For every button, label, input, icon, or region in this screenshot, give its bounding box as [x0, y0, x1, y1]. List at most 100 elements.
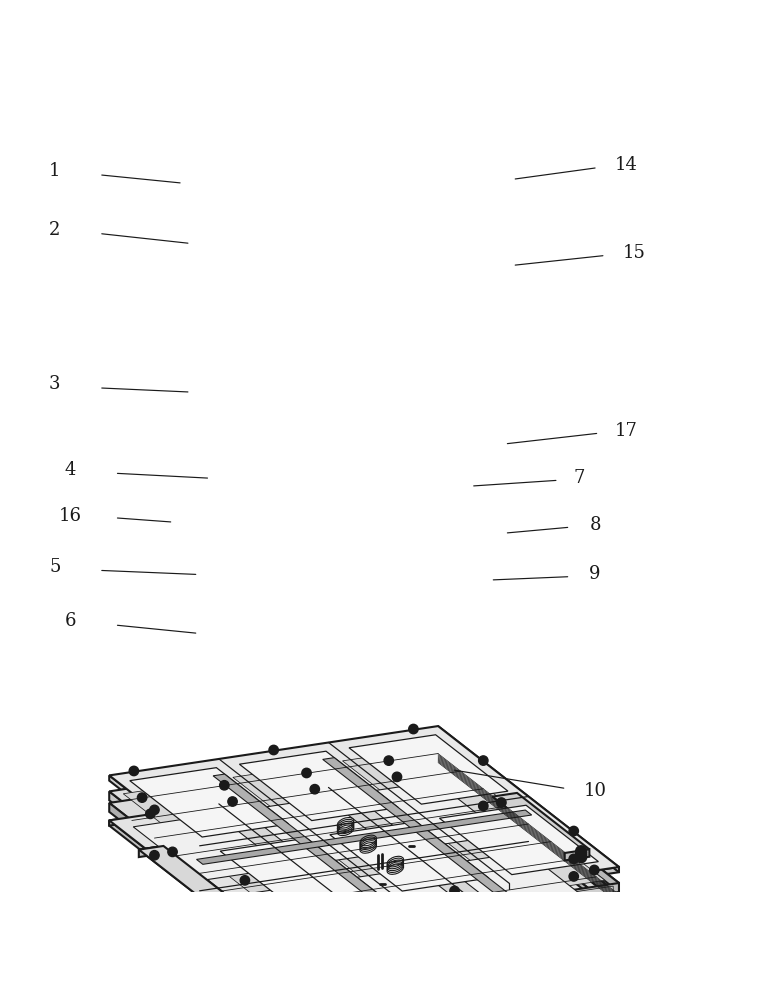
Circle shape — [409, 938, 418, 947]
Polygon shape — [110, 820, 290, 967]
Polygon shape — [438, 726, 619, 872]
Polygon shape — [110, 771, 438, 826]
Polygon shape — [440, 820, 583, 882]
Circle shape — [240, 876, 250, 885]
Circle shape — [573, 913, 583, 923]
Polygon shape — [243, 798, 395, 864]
Polygon shape — [240, 751, 399, 821]
Polygon shape — [290, 867, 619, 922]
Circle shape — [576, 846, 586, 857]
Polygon shape — [110, 754, 619, 944]
Circle shape — [240, 921, 250, 930]
Text: 5: 5 — [49, 558, 60, 576]
Circle shape — [496, 798, 506, 807]
Polygon shape — [439, 805, 598, 875]
Polygon shape — [515, 886, 613, 908]
Text: 4: 4 — [65, 461, 76, 479]
Circle shape — [491, 925, 500, 935]
Polygon shape — [349, 735, 508, 804]
Text: 14: 14 — [615, 156, 638, 174]
Polygon shape — [406, 903, 503, 924]
Polygon shape — [352, 781, 504, 847]
Circle shape — [449, 886, 459, 896]
Text: 10: 10 — [583, 782, 607, 800]
Circle shape — [214, 902, 225, 913]
Polygon shape — [211, 902, 236, 913]
Text: 15: 15 — [622, 244, 646, 262]
Text: 8: 8 — [590, 516, 601, 534]
Polygon shape — [233, 764, 405, 840]
Polygon shape — [438, 754, 619, 903]
Polygon shape — [123, 780, 295, 856]
Polygon shape — [220, 838, 379, 907]
Polygon shape — [438, 771, 619, 917]
Circle shape — [478, 801, 488, 811]
Text: 9: 9 — [590, 565, 601, 583]
Polygon shape — [110, 803, 290, 953]
Text: 1: 1 — [49, 162, 60, 180]
Polygon shape — [224, 885, 376, 951]
Text: 3: 3 — [49, 375, 60, 393]
Circle shape — [569, 872, 579, 881]
Text: 16: 16 — [59, 507, 82, 525]
Polygon shape — [294, 877, 606, 925]
Circle shape — [409, 724, 418, 734]
Circle shape — [150, 805, 159, 815]
Circle shape — [214, 906, 225, 917]
Polygon shape — [110, 726, 619, 916]
Circle shape — [219, 781, 229, 790]
Circle shape — [240, 904, 250, 913]
Circle shape — [310, 785, 319, 794]
Polygon shape — [250, 769, 392, 831]
Circle shape — [569, 854, 579, 864]
Polygon shape — [334, 868, 485, 934]
Polygon shape — [433, 818, 605, 894]
Polygon shape — [133, 814, 285, 880]
Circle shape — [302, 768, 311, 778]
Polygon shape — [139, 846, 164, 857]
Polygon shape — [139, 846, 236, 906]
Text: 2: 2 — [49, 221, 60, 239]
Circle shape — [228, 797, 237, 806]
Polygon shape — [336, 836, 478, 898]
Circle shape — [269, 745, 279, 755]
Polygon shape — [342, 747, 514, 824]
Polygon shape — [214, 851, 386, 927]
Text: 6: 6 — [65, 612, 76, 630]
Polygon shape — [110, 791, 290, 941]
Polygon shape — [565, 849, 590, 860]
Polygon shape — [290, 895, 619, 953]
Circle shape — [214, 900, 225, 911]
Polygon shape — [146, 784, 288, 846]
Polygon shape — [232, 851, 374, 913]
Text: 7: 7 — [574, 469, 585, 487]
Circle shape — [150, 851, 159, 860]
Circle shape — [392, 772, 402, 782]
Circle shape — [384, 756, 393, 765]
Polygon shape — [493, 793, 590, 853]
Polygon shape — [139, 846, 236, 906]
Circle shape — [482, 909, 492, 919]
Polygon shape — [296, 919, 394, 940]
Polygon shape — [213, 774, 406, 917]
Circle shape — [401, 922, 410, 931]
Circle shape — [576, 852, 586, 863]
Polygon shape — [438, 742, 619, 892]
Polygon shape — [323, 834, 496, 911]
Polygon shape — [354, 753, 496, 815]
Polygon shape — [197, 810, 532, 864]
Circle shape — [310, 907, 319, 917]
Polygon shape — [394, 915, 406, 926]
Text: 17: 17 — [615, 422, 638, 440]
Circle shape — [478, 756, 488, 765]
Circle shape — [214, 904, 225, 915]
Circle shape — [565, 897, 574, 906]
Circle shape — [327, 950, 336, 960]
Polygon shape — [197, 859, 203, 873]
Circle shape — [129, 766, 139, 776]
Polygon shape — [290, 883, 619, 941]
Polygon shape — [435, 743, 606, 878]
Polygon shape — [323, 758, 515, 900]
Polygon shape — [110, 775, 290, 922]
Polygon shape — [290, 912, 619, 967]
